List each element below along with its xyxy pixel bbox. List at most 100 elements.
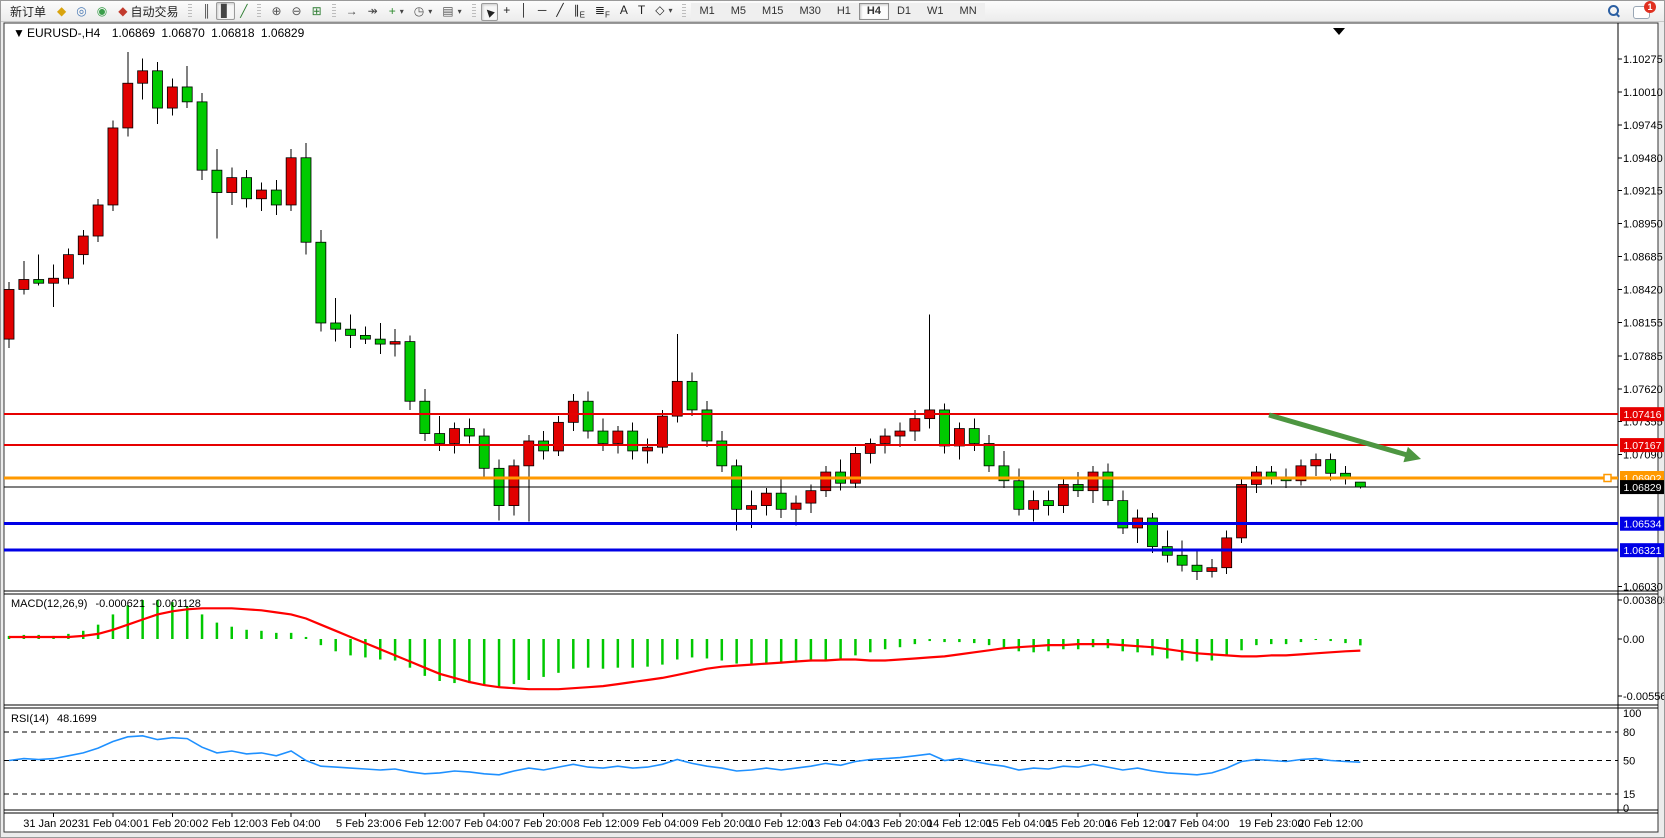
candle [820,471,832,492]
autotrading-button[interactable]: ◆ 自动交易 [113,2,183,20]
shapes-button[interactable]: ◇ ▾ [650,1,677,19]
bar-chart-icon: ║ [202,4,211,18]
timeframe-h4-button[interactable]: H4 [858,2,889,20]
chart-shift-button[interactable]: ↠ [363,2,383,20]
trendline-button[interactable]: ╱ [551,1,568,19]
candlestick-chart-button[interactable]: ▋ [215,2,236,20]
time-label: 1 Feb 04:00 [84,818,143,830]
zoom-in-button[interactable]: ⊕ [266,2,286,20]
candle [107,127,119,206]
tile-windows-button[interactable]: ⊞ [307,2,327,20]
candle [1087,471,1099,492]
scroll-to-end-marker[interactable] [1333,28,1345,35]
candle [1028,500,1040,510]
chart-background [3,22,1659,833]
candle [850,453,861,484]
notification-badge: 1 [1644,1,1656,13]
candle [181,86,193,103]
channel-button[interactable]: ∥E [569,3,590,21]
timeframe-d1-button[interactable]: D1 [888,2,920,20]
cursor-button[interactable]: ▶ [480,3,499,21]
line-chart-button[interactable]: ╱ [235,2,252,20]
toolbar-separator [257,3,262,19]
price-tick-label: 1.06030 [1623,581,1663,593]
new-order-label: 新订单 [10,4,47,19]
timeframe-h1-button[interactable]: H1 [828,2,859,20]
timeframe-mn-button[interactable]: MN [951,2,985,20]
candle [1206,567,1218,572]
timeframe-m30-button[interactable]: M30 [791,2,829,20]
new-order-button[interactable]: 新订单 [5,2,51,20]
candle [612,430,624,444]
candle [597,430,609,444]
period-button[interactable]: ◷ ▾ [409,2,438,20]
autotrading-label: 自动交易 [130,4,179,19]
candle [404,341,416,402]
resistance-line-2-badge-label: 1.07167 [1624,440,1662,452]
terminal-button[interactable]: ◉ [92,2,112,20]
candle [152,70,163,109]
chat-icon[interactable]: 1 [1633,1,1656,19]
rsi-axis-label: 15 [1623,789,1635,801]
navigator-button[interactable]: ◎ [71,2,91,20]
text-icon: A [619,3,628,17]
candle [478,435,490,469]
candle [226,177,238,193]
candle [33,279,45,284]
ohlc-close: 1.06829 [261,26,305,40]
candle [241,177,253,200]
time-label: 14 Feb 12:00 [927,818,992,830]
template-button[interactable]: ▤ ▾ [437,2,466,20]
resistance-line-1-badge [1620,407,1664,422]
symbol-dropdown-icon[interactable]: ▼ [13,26,25,40]
candle [1236,484,1247,539]
text-button[interactable]: A [615,1,633,19]
time-label: 1 Feb 20:00 [143,818,202,830]
candle [166,86,178,109]
candle [939,409,950,447]
candle [92,204,104,237]
horizontal-line-button[interactable]: ─ [533,1,552,19]
time-label: 31 Jan 2023 [23,818,84,830]
chart-shift-icon: ↠ [367,4,378,18]
search-icon[interactable] [1608,4,1621,18]
time-label: 7 Feb 20:00 [514,818,573,830]
candle [389,341,401,345]
period-icon: ◷ [413,4,425,18]
timeframe-m5-button[interactable]: M5 [722,2,755,20]
autotrading-icon: ◆ [118,4,128,18]
new-chart-button[interactable]: + ▾ [384,2,409,20]
time-label: 19 Feb 23:00 [1239,818,1304,830]
pivot-line-handle[interactable] [1603,473,1612,483]
resistance-line-2-badge [1620,438,1664,453]
fibonacci-button[interactable]: ≣F [590,3,615,21]
timeframe-w1-button[interactable]: W1 [919,2,952,20]
zoom-out-button[interactable]: ⊖ [287,2,307,20]
fibonacci-icon-sub: F [604,10,610,20]
candle [1102,471,1114,502]
macd-axis-label: 0.00 [1623,634,1644,646]
market-watch-button[interactable]: ◆ [52,2,71,20]
trend-arrow-head[interactable] [1403,446,1421,463]
auto-scroll-button[interactable]: → [341,2,363,20]
candle [18,279,30,290]
vertical-line-button[interactable]: │ [515,1,533,19]
navigator-icon: ◎ [76,4,87,18]
candle [657,415,668,448]
timeframe-m15-button[interactable]: M15 [754,2,792,20]
time-label: 7 Feb 04:00 [455,818,514,830]
trend-arrow-shaft[interactable] [1268,412,1409,458]
crosshair-button[interactable]: + [498,1,515,19]
tile-windows-icon: ⊞ [311,4,322,18]
channel-icon-sub: E [579,10,585,20]
candle [196,101,208,171]
bar-chart-button[interactable]: ║ [197,2,216,20]
label-button[interactable]: T [633,1,650,19]
candle [300,157,312,243]
candle [523,440,535,467]
chart-area[interactable]: 1.10275 1.10010 1.09745 1.09480 1.09215 1.089… [1,22,1665,838]
candle [374,338,386,345]
terminal-icon: ◉ [96,4,108,18]
toolbar-separator [188,3,193,19]
timeframe-m1-button[interactable]: M1 [691,2,723,20]
